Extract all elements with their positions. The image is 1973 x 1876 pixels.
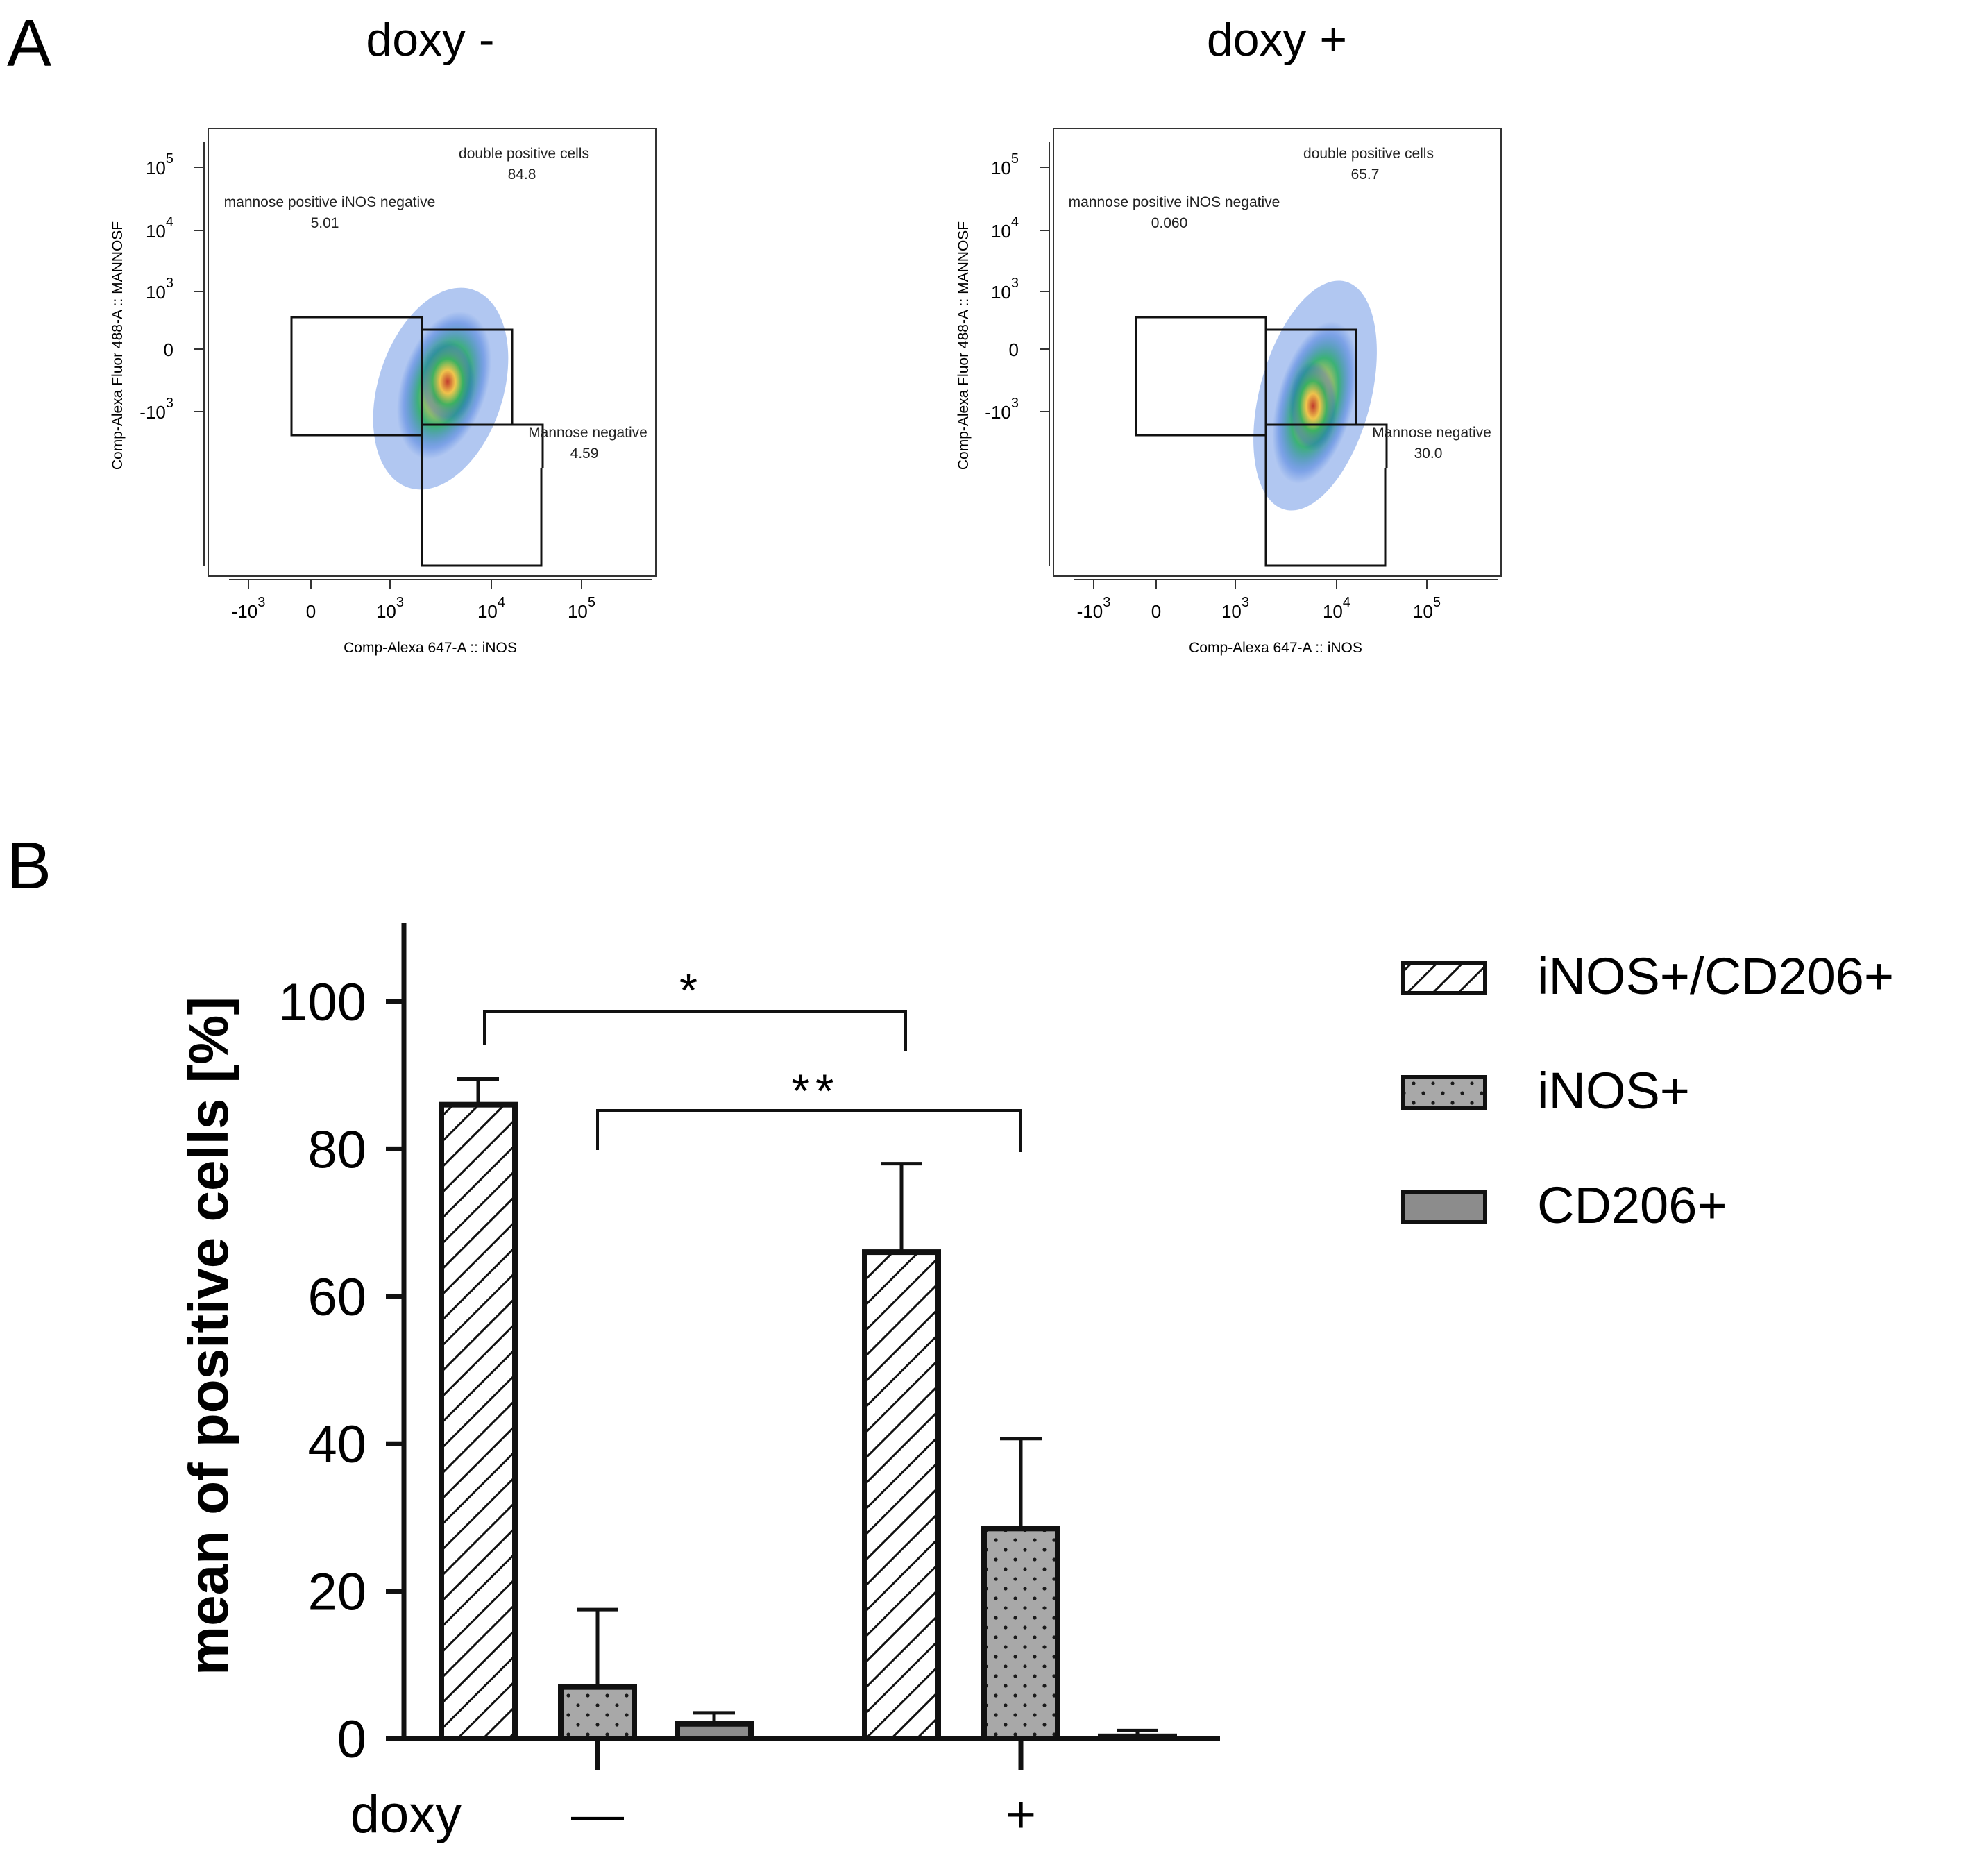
flow-y-tick-label: 104 (991, 214, 1019, 242)
flow-plot-doxy-minus: doxy - double positive cells 84.8 mannos… (110, 13, 657, 656)
flow-plot-doxy-plus: doxy + double positive cells 65.7 mannos… (956, 13, 1502, 656)
flow-x-tick-label: 104 (477, 595, 505, 622)
gate-value: 30.0 (1414, 446, 1443, 462)
bar-chart: mean of positive cells [%] doxy * ** 0 20… (178, 923, 1220, 1844)
legend-label: CD206+ (1537, 1176, 1727, 1234)
gate-value: 0.060 (1151, 215, 1188, 231)
gate-name: mannose positive iNOS negative (224, 194, 436, 210)
gate-name: Mannose negative (528, 425, 647, 441)
panel-b-label: B (7, 829, 51, 903)
legend-label: iNOS+/CD206+ (1537, 947, 1894, 1005)
gate-value: 84.8 (508, 167, 536, 183)
flow-y-tick-label: -103 (139, 396, 173, 423)
gate-value: 5.01 (311, 215, 339, 231)
legend-swatch-solid (1401, 1190, 1487, 1224)
gate-mannose-negative (421, 423, 544, 567)
flow-y-tick-label: 105 (991, 151, 1019, 178)
bar-inos- (558, 1684, 637, 1741)
flow-gates (290, 316, 544, 567)
gate-name: double positive cells (459, 146, 589, 162)
flow-x-tick-label: 105 (568, 595, 595, 622)
flow-plot-title: doxy + (1207, 13, 1347, 66)
bar-cd206- (1098, 1733, 1177, 1741)
flow-density-cloud (373, 287, 509, 490)
flow-plot-frame (1053, 128, 1502, 577)
flow-y-tick-label: 103 (991, 276, 1019, 303)
flow-x-tick-label: 0 (1151, 601, 1161, 622)
y-tick-label: 100 (278, 973, 366, 1032)
gate-mannose-negative (1264, 423, 1388, 567)
gate-name: double positive cells (1303, 146, 1434, 162)
bar-inos-cd206- (862, 1249, 941, 1741)
legend-swatch-hatch (1401, 961, 1487, 995)
y-tick-label: 80 (307, 1120, 366, 1179)
flow-x-tick-label: 0 (306, 601, 316, 622)
y-axis-title: mean of positive cells [%] (178, 997, 239, 1675)
gate-labels: double positive cells 84.8 mannose posit… (224, 146, 647, 462)
bar-cd206- (675, 1721, 754, 1742)
flow-y-tick-label: 0 (164, 339, 173, 360)
y-axis-label: Comp-Alexa Fluor 488-A :: MANNOSF (956, 221, 972, 470)
gate-labels: double positive cells 65.7 mannose posit… (1069, 146, 1491, 462)
flow-axis-ticks: -103 0 103 104 105 105 104 103 0 -103 (985, 142, 1498, 622)
gate-name: Mannose negative (1372, 425, 1491, 441)
flow-y-tick-label: 104 (146, 214, 173, 242)
flow-y-tick-label: 103 (146, 276, 173, 303)
flow-x-tick-label: 105 (1413, 595, 1441, 622)
x-tick-label: + (1006, 1785, 1036, 1844)
flow-y-tick-label: 105 (146, 151, 173, 178)
chart-legend: iNOS+/CD206+ iNOS+ CD206+ (1401, 947, 1894, 1234)
gate-value: 65.7 (1351, 167, 1380, 183)
flow-x-tick-label: -103 (232, 595, 266, 622)
x-tick-label: — (571, 1785, 624, 1844)
y-tick-label: 20 (307, 1563, 366, 1622)
y-tick-label: 40 (307, 1415, 366, 1474)
legend-label: iNOS+ (1537, 1062, 1690, 1119)
gate-value: 4.59 (570, 446, 599, 462)
panel-a-label: A (7, 6, 51, 81)
flow-density-cloud (1253, 280, 1377, 511)
flow-x-tick-label: 103 (376, 595, 404, 622)
x-axis-title: doxy (350, 1785, 462, 1844)
flow-x-tick-label: -103 (1077, 595, 1111, 622)
x-axis-label: Comp-Alexa 647-A :: iNOS (344, 640, 517, 656)
flow-plot-title: doxy - (366, 13, 494, 66)
legend-swatch-dots (1401, 1075, 1487, 1110)
y-tick-label: 0 (337, 1710, 366, 1769)
bar-inos-cd206- (439, 1101, 518, 1742)
significance-marker: * (679, 964, 697, 1017)
flow-gates (1135, 316, 1388, 567)
flow-plot-frame (208, 128, 657, 577)
significance-bracket (596, 1109, 1022, 1152)
gate-name: mannose positive iNOS negative (1069, 194, 1280, 210)
x-axis-label: Comp-Alexa 647-A :: iNOS (1189, 640, 1362, 656)
significance-bracket (483, 1010, 907, 1051)
gate-mannose-positive-inos-negative (1135, 316, 1267, 437)
flow-x-tick-label: 103 (1221, 595, 1249, 622)
flow-x-tick-label: 104 (1323, 595, 1350, 622)
bar-inos- (981, 1526, 1060, 1742)
flow-y-tick-label: 0 (1009, 339, 1019, 360)
y-axis-label: Comp-Alexa Fluor 488-A :: MANNOSF (110, 221, 126, 470)
significance-marker: ** (792, 1065, 840, 1117)
y-tick-label: 60 (307, 1268, 366, 1327)
flow-y-tick-label: -103 (985, 396, 1019, 423)
